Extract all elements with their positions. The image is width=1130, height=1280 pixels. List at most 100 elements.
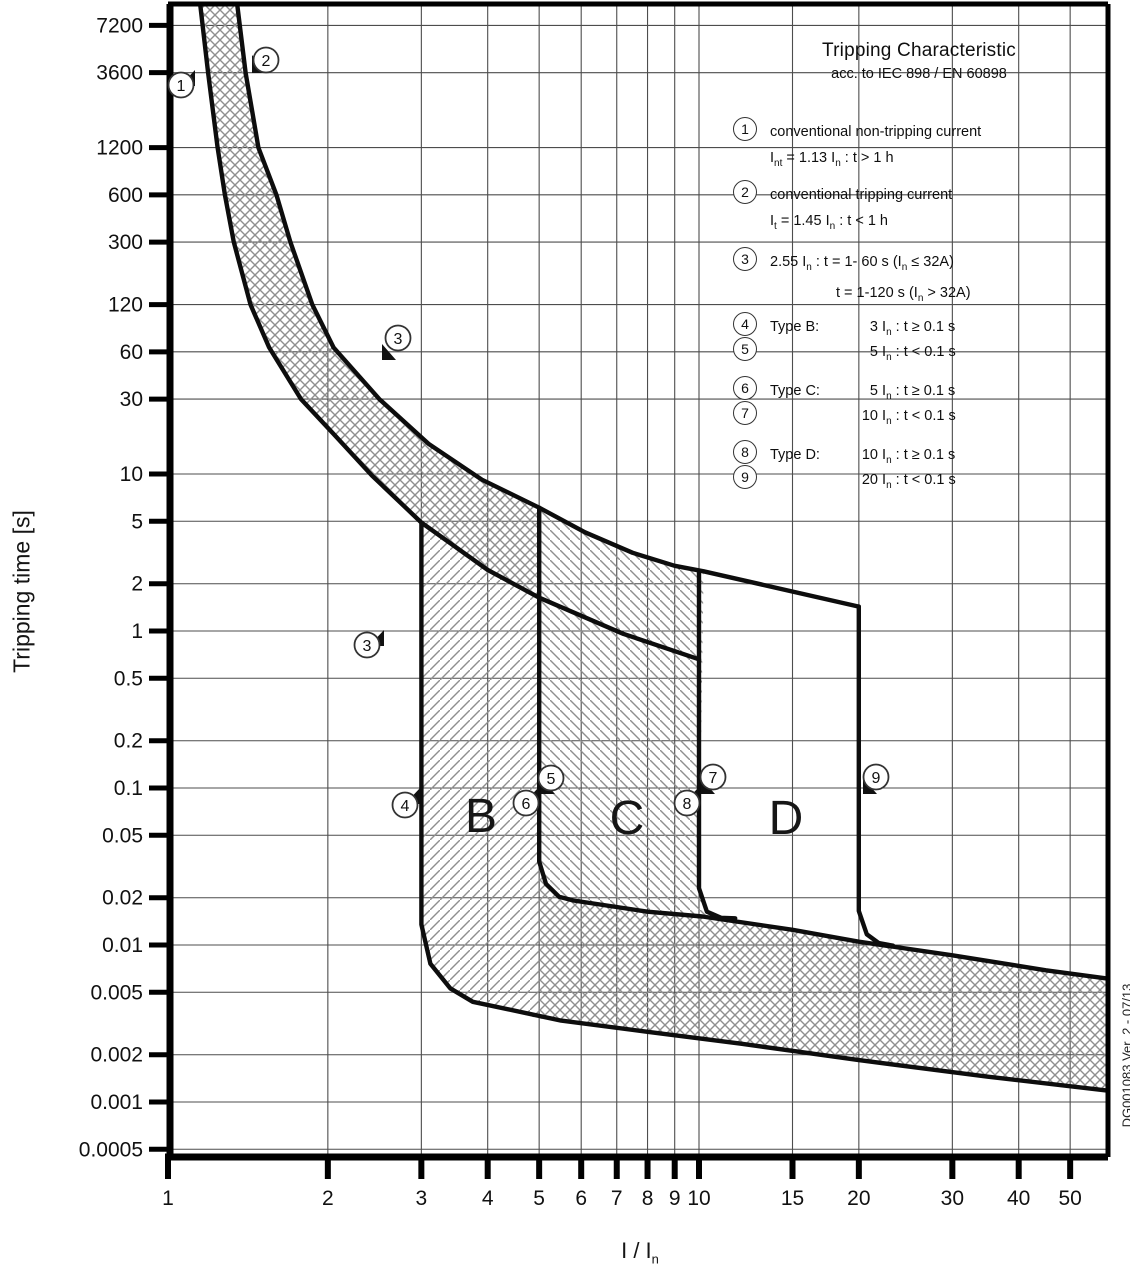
legend-item-number-icon: 8 bbox=[733, 440, 757, 464]
legend-text: I bbox=[770, 213, 775, 229]
legend-multiplier-value: 3 bbox=[869, 319, 878, 335]
y-tick-label-0.02: 0.02 bbox=[102, 887, 143, 910]
legend-item-text: 10 In : t < 0.1 s bbox=[770, 404, 956, 434]
marker-9-9: 9 bbox=[862, 763, 890, 794]
marker-number: 6 bbox=[522, 796, 531, 813]
legend-text: I bbox=[878, 447, 887, 463]
curves bbox=[197, 2, 1111, 1093]
legend-text: I bbox=[878, 319, 887, 335]
y-tick-label-0.01: 0.01 bbox=[102, 934, 143, 957]
legend-item-text: Type B: 3 In : t ≥ 0.1 s bbox=[770, 315, 955, 345]
marker-circle bbox=[353, 631, 381, 659]
legend-text: = 1.45 I bbox=[776, 213, 830, 229]
y-tick-label-30: 30 bbox=[120, 388, 143, 411]
legend-item-6: 6 Type C: 5 In : t ≥ 0.1 s bbox=[733, 376, 955, 409]
legend-text: : t < 0.1 s bbox=[891, 472, 956, 488]
y-tick-label-0.2: 0.2 bbox=[114, 730, 143, 753]
y-tick-label-0.005: 0.005 bbox=[90, 981, 143, 1004]
legend-type-label: Type C: bbox=[770, 383, 820, 399]
legend-text: : t > 1 h bbox=[840, 150, 894, 166]
x-tick-label-2: 2 bbox=[322, 1187, 334, 1210]
legend-type-label: Type B: bbox=[770, 319, 820, 335]
legend-subtitle: acc. to IEC 898 / EN 60898 bbox=[831, 66, 1007, 82]
legend-subscript: n bbox=[886, 479, 892, 491]
y-tick-label-7200: 7200 bbox=[96, 14, 143, 37]
marker-pointer-icon bbox=[382, 344, 396, 360]
legend-subscript: n bbox=[886, 415, 892, 427]
legend-item-number-icon: 7 bbox=[733, 401, 757, 425]
curve-d-right-20 bbox=[856, 604, 896, 948]
legend-multiplier-value: 10 bbox=[861, 447, 878, 463]
y-tick-label-60: 60 bbox=[120, 341, 143, 364]
y-tick-label-0.001: 0.001 bbox=[90, 1091, 143, 1114]
legend-multiplier-value: 5 bbox=[869, 383, 878, 399]
curve-d-left bbox=[696, 569, 738, 921]
curve-c-left-and-fast-upper bbox=[537, 505, 1111, 981]
region-letter-B: B bbox=[465, 790, 497, 843]
legend-item-number-icon: 6 bbox=[733, 376, 757, 400]
y-tick-label-0.0005: 0.0005 bbox=[79, 1138, 143, 1161]
axes-frame: 7200360012006003001206030105210.50.20.10… bbox=[79, 1, 1111, 1210]
marker-circle bbox=[699, 763, 727, 791]
y-tick-label-600: 600 bbox=[108, 184, 143, 207]
legend-item-number-icon: 2 bbox=[733, 180, 757, 204]
legend-text: conventional tripping current bbox=[770, 187, 953, 203]
legend-subscript: n bbox=[886, 326, 892, 338]
marker-circle bbox=[167, 71, 195, 99]
marker-8-8: 8 bbox=[673, 788, 701, 817]
marker-number: 2 bbox=[262, 53, 271, 70]
legend-type-label: Type D: bbox=[770, 447, 820, 463]
legend-item-number-icon: 5 bbox=[733, 337, 757, 361]
curve-thermal-lower bbox=[197, 2, 702, 662]
marker-3-3: 3 bbox=[353, 630, 384, 659]
legend-subscript: n bbox=[886, 390, 892, 402]
legend-item-2: 2 conventional tripping current It = 1.45 … bbox=[733, 180, 953, 239]
y-axis-title: Tripping time [s] bbox=[8, 510, 35, 673]
x-tick-label-30: 30 bbox=[941, 1187, 964, 1210]
legend-multiplier-value: 20 bbox=[861, 472, 878, 488]
legend-item-3: 3 2.55 In : t = 1- 60 s (In ≤ 32A) t = 1-1… bbox=[733, 247, 971, 311]
y-tick-label-1: 1 bbox=[131, 620, 143, 643]
marker-6-6: 6 bbox=[512, 788, 540, 817]
legend-text: t = 1-120 s (I bbox=[836, 284, 918, 301]
x-tick-label-20: 20 bbox=[847, 1187, 870, 1210]
y-tick-label-10: 10 bbox=[120, 463, 143, 486]
legend-subscript: nt bbox=[774, 157, 783, 169]
marker-circle bbox=[673, 789, 701, 817]
marker-number: 4 bbox=[401, 798, 410, 815]
legend-subscript: n bbox=[886, 351, 892, 363]
legend-text: : t ≥ 0.1 s bbox=[891, 319, 956, 335]
legend-text: : t < 0.1 s bbox=[891, 408, 956, 424]
legend-text: I bbox=[878, 344, 887, 360]
legend-text: I bbox=[878, 472, 887, 488]
legend-item-text: Type D: 10 In : t ≥ 0.1 s bbox=[770, 443, 955, 473]
y-tick-label-5: 5 bbox=[131, 510, 143, 533]
x-tick-label-4: 4 bbox=[482, 1187, 494, 1210]
marker-number: 1 bbox=[177, 78, 186, 95]
fast-trip-band-region bbox=[539, 861, 1109, 1091]
region-b-hatch bbox=[421, 522, 540, 1019]
marker-circle bbox=[384, 324, 412, 352]
x-tick-label-6: 6 bbox=[575, 1187, 587, 1210]
marker-number: 3 bbox=[363, 638, 372, 655]
legend-subscript: n bbox=[835, 157, 841, 169]
legend-text: 2.55 I bbox=[770, 254, 807, 270]
legend-item-number-icon: 9 bbox=[733, 465, 757, 489]
x-tick-label-7: 7 bbox=[611, 1187, 623, 1210]
region-c-hatch bbox=[539, 507, 736, 919]
x-tick-label-15: 15 bbox=[781, 1187, 804, 1210]
region-letter-C: C bbox=[610, 792, 645, 845]
legend-item-text: conventional non-tripping current Int = 1… bbox=[770, 120, 981, 176]
y-tick-label-300: 300 bbox=[108, 231, 143, 254]
region-letter-D: D bbox=[769, 792, 804, 845]
marker-circle bbox=[391, 791, 419, 819]
legend-multiplier-value: 5 bbox=[869, 344, 878, 360]
y-tick-label-0.002: 0.002 bbox=[90, 1044, 143, 1067]
y-tick-label-1200: 1200 bbox=[96, 137, 143, 160]
marker-3-2: 3 bbox=[382, 324, 412, 360]
legend-item-text: 5 In : t < 0.1 s bbox=[770, 340, 956, 370]
marker-number: 8 bbox=[683, 796, 692, 813]
legend-title: Tripping Characteristic bbox=[822, 40, 1016, 61]
x-axis-title: I / In bbox=[590, 1238, 690, 1266]
